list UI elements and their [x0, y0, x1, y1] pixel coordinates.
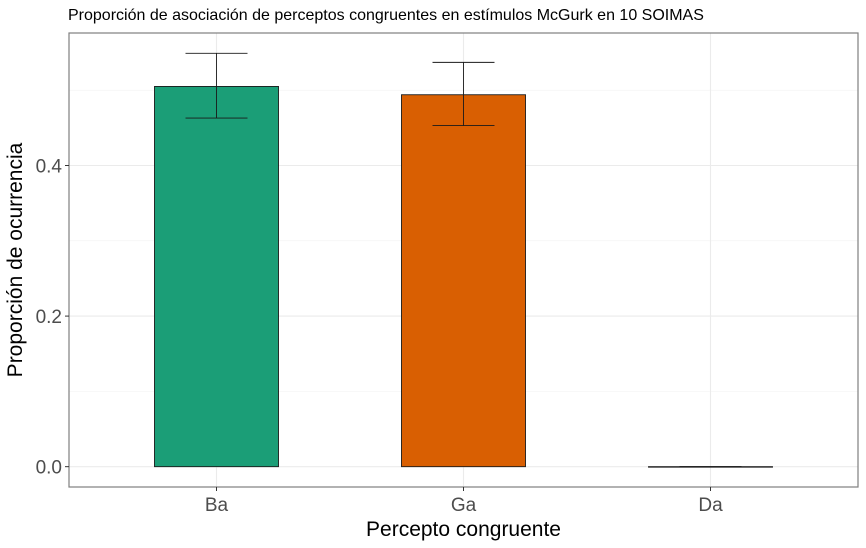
error-bar-ga [432, 61, 495, 127]
error-bars [185, 52, 742, 468]
y-tick-label: 0.0 [36, 458, 62, 479]
x-tick-label: Ba [205, 495, 229, 516]
chart-title: Proporción de asociación de perceptos co… [68, 7, 704, 24]
y-axis-title: Proporción de ocurrencia [4, 142, 27, 377]
bar-ga [401, 94, 526, 468]
x-axis-title: Percepto congruente [366, 518, 561, 541]
x-tick-label: Da [698, 495, 723, 516]
y-tick-label: 0.4 [36, 157, 63, 178]
bars [154, 86, 773, 468]
error-bar-ba [185, 52, 248, 119]
y-tick-label: 0.2 [36, 307, 62, 328]
x-axis: Ba Ga Da [205, 487, 723, 516]
bar-ba [154, 86, 279, 468]
x-tick-label: Ga [451, 495, 477, 516]
y-axis: 0.0 0.2 0.4 [36, 157, 69, 479]
